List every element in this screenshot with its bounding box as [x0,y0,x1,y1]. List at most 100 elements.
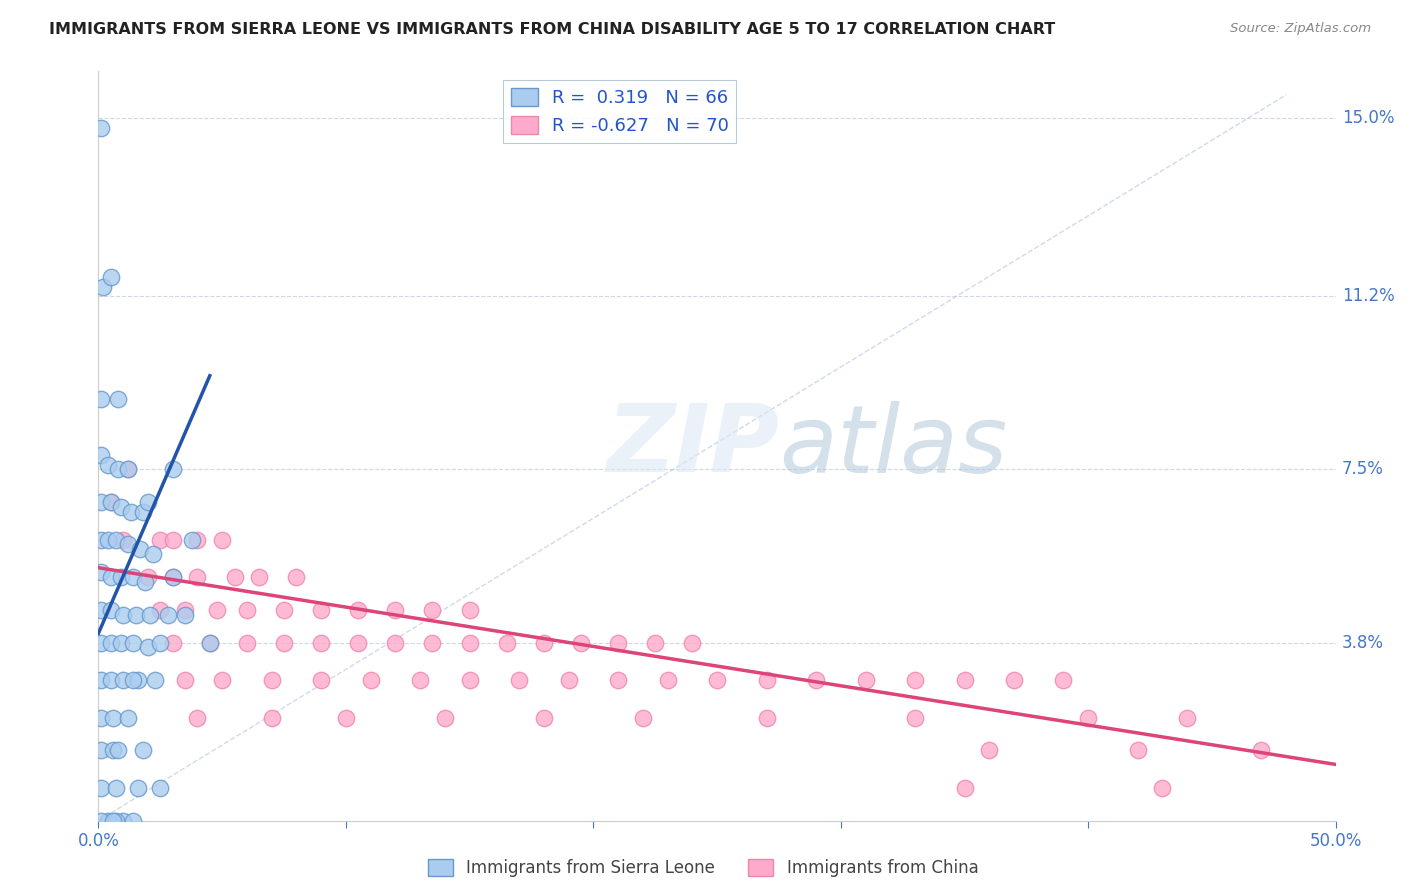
Point [90,495,112,509]
Point [174,673,197,688]
Point [122,570,145,584]
Point [1175,710,1198,724]
Point [384,603,406,617]
Text: 11.2%: 11.2% [1341,287,1395,305]
Point [129,541,152,557]
Point [557,673,579,688]
Point [122,673,145,688]
Point [136,570,159,584]
Point [124,607,146,622]
Point [117,462,139,476]
Point [211,533,233,547]
Point [149,780,172,795]
Text: Source: ZipAtlas.com: Source: ZipAtlas.com [1230,22,1371,36]
Point [422,635,444,649]
Point [335,710,357,724]
Point [458,635,481,649]
Point [127,673,149,688]
Point [979,743,1001,757]
Point [855,673,877,688]
Point [103,710,125,724]
Point [533,710,555,724]
Legend: R =  0.319   N = 66, R = -0.627   N = 70: R = 0.319 N = 66, R = -0.627 N = 70 [503,80,737,143]
Point [1152,780,1174,795]
Point [143,673,166,688]
Point [211,673,233,688]
Text: 15.0%: 15.0% [1341,109,1395,128]
Point [149,533,172,547]
Point [804,673,827,688]
Point [1077,710,1099,724]
Point [309,635,332,649]
Point [533,635,555,649]
Point [90,780,112,795]
Point [285,570,308,584]
Point [142,547,165,561]
Point [90,603,112,617]
Point [90,533,112,547]
Point [90,120,112,135]
Point [347,603,370,617]
Point [309,673,332,688]
Point [103,814,125,828]
Point [117,462,139,476]
Point [273,603,295,617]
Point [90,635,112,649]
Point [755,673,778,688]
Point [107,743,129,757]
Point [136,495,159,509]
Text: IMMIGRANTS FROM SIERRA LEONE VS IMMIGRANTS FROM CHINA DISABILITY AGE 5 TO 17 COR: IMMIGRANTS FROM SIERRA LEONE VS IMMIGRAN… [49,22,1056,37]
Point [110,500,132,514]
Point [100,495,122,509]
Point [309,603,332,617]
Point [198,635,221,649]
Text: 7.5%: 7.5% [1341,460,1384,478]
Point [273,635,295,649]
Point [149,635,172,649]
Point [205,603,228,617]
Point [347,635,370,649]
Point [495,635,517,649]
Point [607,635,630,649]
Point [97,458,120,472]
Text: ZIP: ZIP [606,400,779,492]
Point [120,505,142,519]
Point [384,635,406,649]
Point [112,814,135,828]
Point [186,570,208,584]
Point [139,607,162,622]
Point [97,814,120,828]
Point [174,607,197,622]
Point [149,603,172,617]
Legend: Immigrants from Sierra Leone, Immigrants from China: Immigrants from Sierra Leone, Immigrants… [420,852,986,884]
Point [97,533,120,547]
Point [90,566,112,580]
Point [112,607,135,622]
Point [433,710,456,724]
Point [112,533,135,547]
Point [127,780,149,795]
Point [1052,673,1074,688]
Point [107,462,129,476]
Point [236,603,259,617]
Point [186,710,208,724]
Point [607,673,630,688]
Point [136,640,159,655]
Point [260,673,283,688]
Point [569,635,592,649]
Point [107,392,129,407]
Point [186,533,208,547]
Point [755,710,778,724]
Point [132,505,155,519]
Point [953,673,976,688]
Point [90,673,112,688]
Point [122,635,145,649]
Point [422,603,444,617]
Point [110,635,132,649]
Point [90,392,112,407]
Point [360,673,382,688]
Point [260,710,283,724]
Point [162,570,184,584]
Point [122,814,145,828]
Point [110,570,132,584]
